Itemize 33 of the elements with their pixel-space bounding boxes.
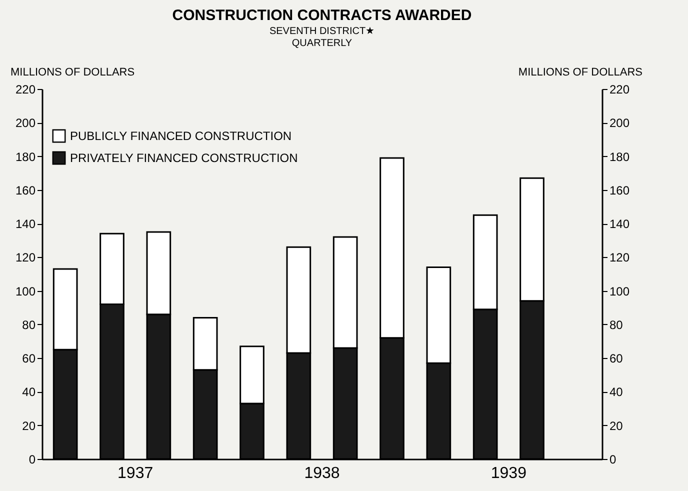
y-tick-label: 100 <box>15 284 36 298</box>
y-tick-label: 160 <box>15 183 36 198</box>
y2-tick-label: 0 <box>610 452 616 466</box>
y2-tick-label: 220 <box>610 82 630 96</box>
y-axis-title: MILLIONS OF DOLLARS <box>10 66 135 78</box>
chart-title: CONSTRUCTION CONTRACTS AWARDED <box>172 7 472 24</box>
y-tick-label: 40 <box>22 385 36 400</box>
legend-label: PUBLICLY FINANCED CONSTRUCTION <box>70 129 292 143</box>
y-tick-label: 180 <box>15 150 36 164</box>
text: 1939 <box>490 465 527 482</box>
y2-tick-label: 100 <box>610 284 630 298</box>
y2-tick-label: 140 <box>610 217 630 232</box>
y-tick-label: 140 <box>15 217 36 232</box>
y2-tick-label: 180 <box>610 150 630 164</box>
y-tick-label: 20 <box>22 418 36 433</box>
y-tick-label: 220 <box>15 82 36 96</box>
y2-tick-label: 20 <box>610 418 624 433</box>
y-tick-label: 200 <box>15 116 36 130</box>
y2-tick-label: 80 <box>610 318 624 332</box>
y2-tick-label: 160 <box>610 183 630 198</box>
y2-tick-label: 60 <box>610 352 624 366</box>
text: 1937 <box>118 465 154 482</box>
y2-tick-label: 120 <box>610 250 630 265</box>
y-tick-label: 80 <box>22 318 36 332</box>
chart-subtitle: SEVENTH DISTRICT★ QUARTERLY <box>269 26 375 49</box>
y-tick-label: 60 <box>22 352 36 366</box>
legend-label: PRIVATELY FINANCED CONSTRUCTION <box>70 151 298 165</box>
y-tick-label: 120 <box>15 250 36 265</box>
y2-tick-label: 40 <box>610 385 624 400</box>
y2-tick-label: 200 <box>610 116 630 130</box>
text: 1938 <box>304 465 340 482</box>
y2-axis-title: MILLIONS OF DOLLARS <box>518 66 642 78</box>
y-tick-label: 0 <box>28 452 36 466</box>
